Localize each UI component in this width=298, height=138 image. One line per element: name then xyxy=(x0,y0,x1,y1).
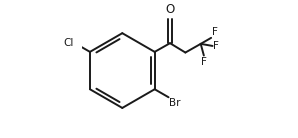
Text: Cl: Cl xyxy=(64,38,74,48)
Text: F: F xyxy=(213,41,219,51)
Text: F: F xyxy=(212,27,218,37)
Text: O: O xyxy=(165,3,175,16)
Text: F: F xyxy=(201,57,207,67)
Text: Br: Br xyxy=(169,98,181,108)
